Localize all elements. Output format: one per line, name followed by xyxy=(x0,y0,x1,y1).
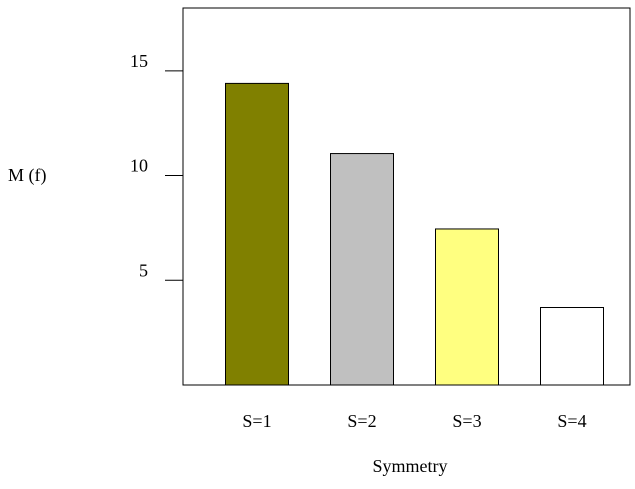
y-tick-label: 10 xyxy=(130,156,148,176)
x-tick-label: S=1 xyxy=(242,411,271,431)
plot-frame xyxy=(182,7,631,386)
y-tick-label: 5 xyxy=(139,260,148,280)
x-axis: S=1 S=2 S=3 S=4 xyxy=(242,411,586,431)
x-tick-label: S=3 xyxy=(452,411,481,431)
x-axis-label: Symmetry xyxy=(373,456,448,476)
x-tick-label: S=2 xyxy=(347,411,376,431)
bars-layer xyxy=(225,82,604,386)
y-tick-label: 15 xyxy=(130,51,148,71)
bar-s-2 xyxy=(330,153,394,386)
bar-s-3 xyxy=(435,228,499,386)
y-axis: 5 10 15 xyxy=(130,51,183,281)
x-tick-label: S=4 xyxy=(557,411,586,431)
y-axis-label: M (f) xyxy=(8,165,47,186)
bar-s-4 xyxy=(540,307,604,386)
bar-s-1 xyxy=(225,82,289,386)
